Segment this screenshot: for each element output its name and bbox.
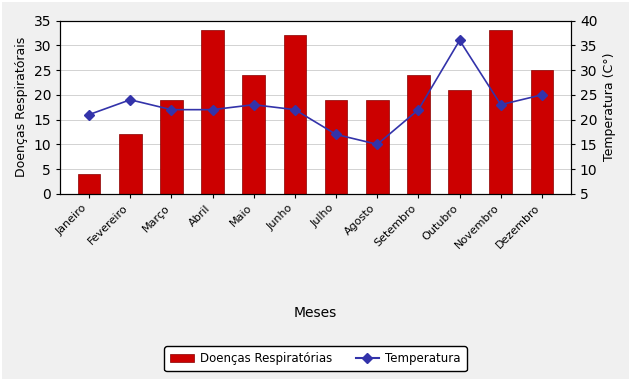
Y-axis label: Temperatura (C°): Temperatura (C°): [603, 53, 616, 162]
Bar: [448, 90, 471, 194]
X-axis label: Meses: Meses: [294, 306, 337, 320]
Bar: [490, 30, 512, 194]
Bar: [78, 174, 100, 194]
Bar: [283, 35, 306, 194]
Bar: [119, 134, 141, 194]
Bar: [242, 75, 265, 194]
Bar: [366, 100, 389, 194]
Bar: [201, 30, 224, 194]
Bar: [407, 75, 430, 194]
Bar: [160, 100, 183, 194]
Legend: Doenças Respiratórias, Temperatura: Doenças Respiratórias, Temperatura: [165, 346, 466, 371]
Y-axis label: Doenças Respiratórais: Doenças Respiratórais: [15, 37, 28, 177]
Bar: [531, 70, 553, 194]
Bar: [325, 100, 348, 194]
